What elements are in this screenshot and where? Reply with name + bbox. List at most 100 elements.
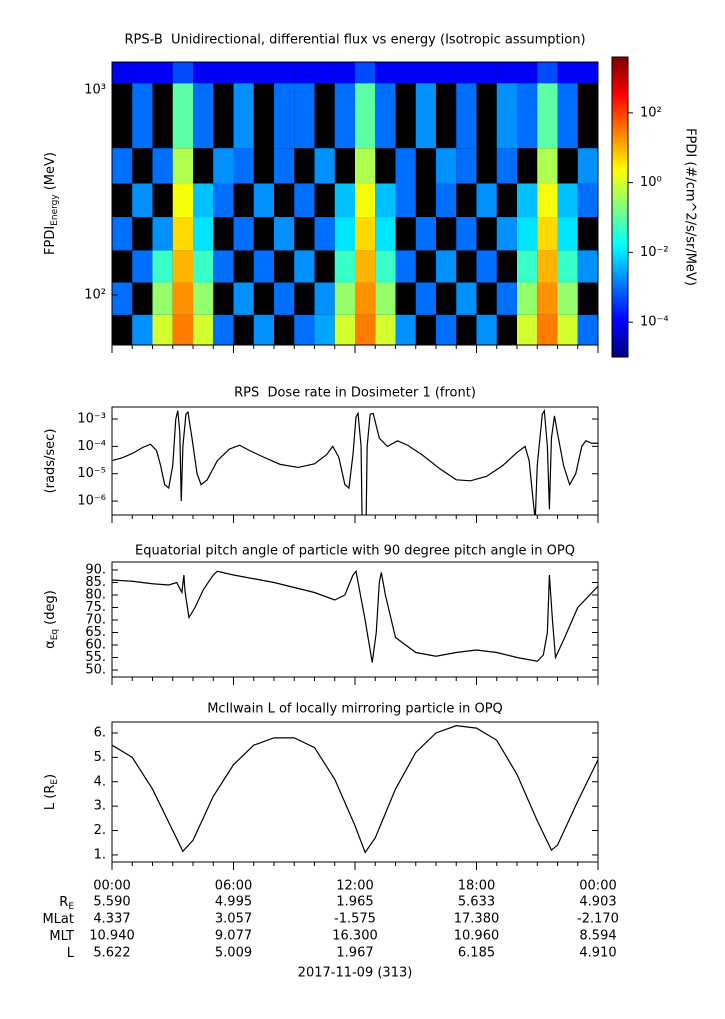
heatmap-cell [557, 314, 578, 345]
heatmap-cell [577, 250, 598, 283]
heatmap-cell [557, 183, 578, 218]
colorbar-step [612, 74, 628, 78]
heatmap-cell [456, 62, 477, 84]
colorbar-step [612, 222, 628, 225]
heatmap-cell [172, 314, 193, 345]
heatmap-cell [314, 62, 335, 84]
colorbar-step [612, 134, 628, 138]
date-label: 2017-11-09 (313) [298, 966, 413, 981]
y-tick-label: 1. [94, 847, 106, 862]
heatmap-cell [152, 314, 173, 345]
heatmap-cell [193, 282, 214, 315]
heatmap-cell [436, 183, 457, 218]
colorbar-step [612, 354, 628, 358]
colorbar-tick-label: 10⁰ [640, 175, 662, 190]
chart-title: McIlwain L of locally mirroring particle… [207, 702, 503, 717]
data-line [112, 408, 598, 515]
colorbar-step [612, 174, 628, 178]
heatmap-cell [355, 217, 376, 251]
colorbar-step [612, 294, 628, 298]
heatmap-cell [415, 282, 436, 315]
heatmap-cell [375, 250, 396, 283]
colorbar-step [612, 257, 628, 260]
chart-title: RPS Dose rate in Dosimeter 1 (front) [234, 386, 476, 401]
colorbar-step [612, 332, 628, 335]
heatmap-cell [456, 148, 477, 184]
heatmap-cell [517, 83, 538, 149]
colorbar-tick-label: 10⁻² [640, 245, 669, 260]
colorbar-step [612, 314, 628, 318]
colorbar-step [612, 184, 628, 188]
colorbar-step [612, 199, 628, 203]
colorbar-step [612, 254, 628, 258]
chart-title: RPS-B Unidirectional, differential flux … [124, 33, 585, 48]
y-tick-label: 10⁻³ [77, 412, 106, 427]
colorbar-step [612, 329, 628, 333]
colorbar-step [612, 112, 628, 115]
y-tick-label: 6. [94, 725, 106, 740]
colorbar-step [612, 242, 628, 245]
colorbar-step [612, 339, 628, 343]
heatmap-cell [213, 62, 234, 84]
colorbar-step [612, 264, 628, 268]
colorbar-step [612, 214, 628, 218]
colorbar-step [612, 227, 628, 230]
x-tick-label: 12:00 [336, 879, 373, 894]
heatmap-cell [436, 250, 457, 283]
colorbar-step [612, 149, 628, 153]
colorbar-step [612, 239, 628, 243]
ephemeris-label-text: MLT [49, 929, 74, 944]
heatmap-cell [314, 314, 335, 345]
colorbar-step [612, 289, 628, 293]
heatmap-cell [537, 217, 558, 251]
heatmap-cell [355, 282, 376, 315]
heatmap-cell [132, 314, 153, 345]
heatmap-cell [253, 250, 274, 283]
colorbar-step [612, 244, 628, 248]
heatmap-cell [517, 282, 538, 315]
heatmap-cell [557, 282, 578, 315]
colorbar-step [612, 267, 628, 270]
ephemeris-value: 5.009 [215, 946, 252, 961]
heatmap-cell [213, 314, 234, 345]
colorbar-step [612, 229, 628, 233]
heatmap-cell [274, 282, 295, 315]
y-tick-label: 90. [85, 563, 106, 578]
heatmap-cell [537, 148, 558, 184]
heatmap-cell [375, 83, 396, 149]
colorbar-step [612, 137, 628, 140]
colorbar-step [612, 219, 628, 223]
colorbar-step [612, 319, 628, 323]
heatmap-cell [557, 217, 578, 251]
heatmap-cell [334, 183, 355, 218]
colorbar-step [612, 139, 628, 143]
ephemeris-label-text: R [59, 895, 68, 910]
heatmap-cell [193, 83, 214, 149]
ephemeris-label-text: MLat [42, 912, 74, 927]
y-label-unit: (MeV) [43, 152, 58, 190]
heatmap-cell [496, 148, 517, 184]
colorbar-step [612, 232, 628, 235]
heatmap-cell [537, 183, 558, 218]
heatmap-cell [476, 62, 497, 84]
heatmap-cell [517, 62, 538, 84]
colorbar-step [612, 284, 628, 288]
colorbar-step [612, 312, 628, 315]
y-tick-label: 50. [85, 663, 106, 678]
heatmap-cell [355, 62, 376, 84]
heatmap-cell [213, 183, 234, 218]
ephemeris-value: 17.380 [454, 912, 500, 927]
ephemeris-value: 4.903 [579, 895, 616, 910]
colorbar-step [612, 177, 628, 180]
colorbar-step [612, 247, 628, 250]
ephemeris-value: -2.170 [577, 912, 619, 927]
colorbar-step [612, 274, 628, 278]
heatmap-cell [517, 250, 538, 283]
ephemeris-label: RE [59, 895, 74, 912]
heatmap-cell [314, 282, 335, 315]
colorbar-step [612, 269, 628, 273]
colorbar-step [612, 259, 628, 263]
heatmap-cell [375, 217, 396, 251]
colorbar-step [612, 152, 628, 155]
colorbar-step [612, 349, 628, 353]
